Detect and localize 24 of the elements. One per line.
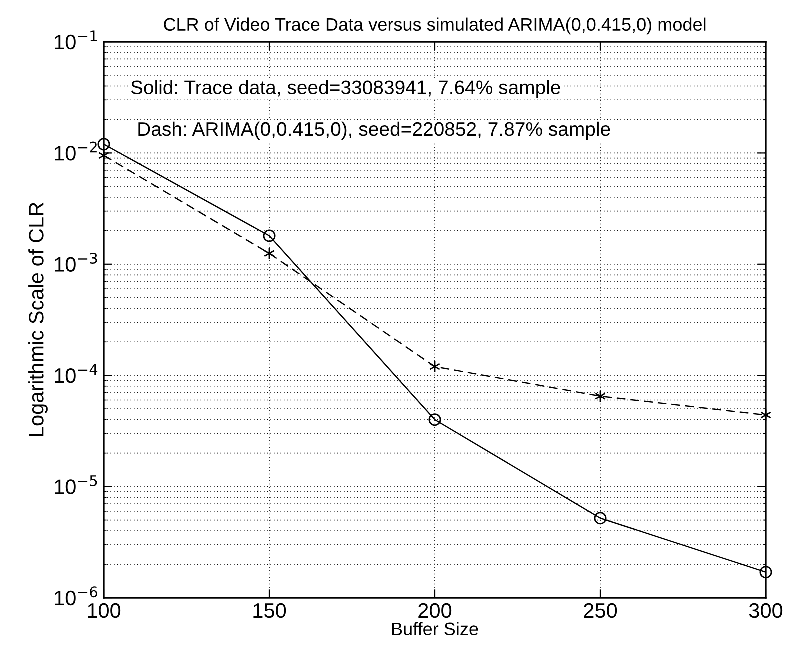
annotation: Dash: ARIMA(0,0.415,0), seed=220852, 7.87% sample <box>138 122 610 140</box>
x-tick-label: 150 <box>254 603 286 618</box>
point <box>760 566 772 579</box>
point <box>428 414 442 426</box>
point <box>594 512 607 525</box>
point <box>98 138 110 151</box>
point <box>429 360 441 374</box>
y-tick-label: 10$^{−1}$ <box>55 30 98 50</box>
y-axis-title: Logarithmic Scale of CLR <box>28 202 48 436</box>
point <box>594 390 606 403</box>
x-tick-label: 300 <box>749 603 783 618</box>
point <box>263 230 276 242</box>
x-axis-title: Buffer Size <box>392 622 478 636</box>
y-tick-label: 10$^{−2}$ <box>55 142 97 161</box>
annotation: Solid: Trace data, seed=33083941, 7.64% sample <box>131 80 560 98</box>
y-tick-label: 10$^{−4}$ <box>55 364 98 384</box>
x-tick-label: 100 <box>88 603 121 618</box>
point <box>264 247 276 260</box>
x-tick-label: 200 <box>418 603 452 618</box>
point <box>760 409 772 422</box>
chart-title: CLR of Video Trace Data versus simulated ARIMA(0,0.415,0) model <box>164 18 706 35</box>
y-tick-label: 10$^{−3}$ <box>55 252 98 272</box>
x-tick-label: 250 <box>584 603 618 618</box>
y-tick-label: 10$^{−5}$ <box>55 476 98 494</box>
